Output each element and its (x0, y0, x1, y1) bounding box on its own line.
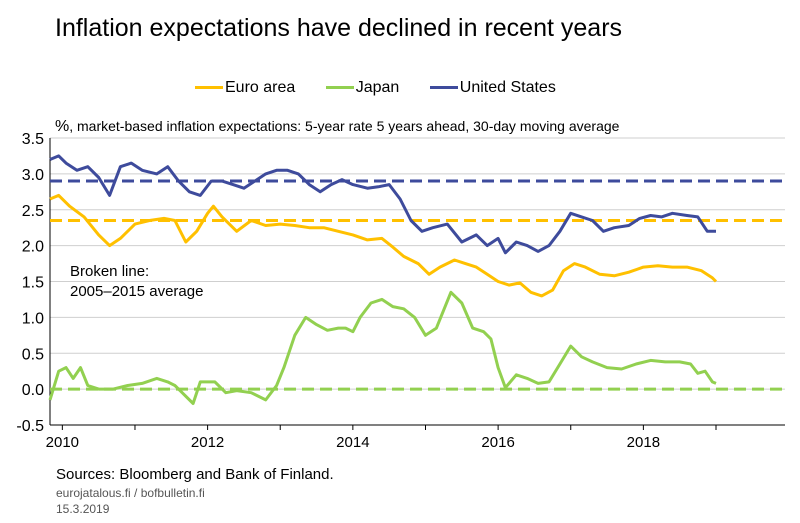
series-line-euro (49, 193, 718, 298)
x-tick-label-1: 2012 (191, 434, 224, 451)
y-tick-label-8: 3.5 (22, 131, 44, 148)
subtitle-text: , market-based inflation expectations: 5… (69, 118, 620, 134)
series-line-us (49, 154, 716, 255)
y-tick-label-0: -0.5 (16, 418, 44, 435)
legend-swatch-japan (325, 86, 354, 89)
legend-item-euro: Euro area (195, 79, 295, 97)
note-line-1: Broken line: (70, 263, 150, 280)
note-line-2: 2005–2015 average (70, 283, 204, 300)
x-tick-label-4: 2018 (627, 434, 660, 451)
legend-swatch-euro (195, 86, 223, 89)
x-tick-label-3: 2016 (481, 434, 514, 451)
y-tick-label-6: 2.5 (22, 203, 44, 220)
broken-line-note: Broken line: 2005–2015 average (70, 262, 203, 302)
legend: Euro area Japan United States (195, 76, 582, 97)
x-tick-label-2: 2014 (336, 434, 369, 451)
sources-text: Sources: Bloomberg and Bank of Finland. (56, 466, 334, 483)
y-tick-label-3: 1.0 (22, 310, 44, 327)
legend-label-euro: Euro area (225, 78, 296, 96)
y-tick-label-1: 0.0 (22, 382, 44, 399)
unit-label: % (55, 118, 70, 135)
y-tick-label-7: 3.0 (22, 167, 44, 184)
date-text: 15.3.2019 (56, 502, 110, 516)
y-tick-label-5: 2.0 (22, 239, 44, 256)
chart-title: Inflation expectations have declined in … (55, 14, 623, 42)
site-text: eurojatalous.fi / bofbulletin.fi (56, 486, 205, 500)
legend-label-japan: Japan (355, 78, 400, 96)
chart-subtitle: %, market-based inflation expectations: … (55, 118, 619, 136)
x-tick-label-0: 2010 (46, 434, 79, 451)
legend-swatch-us (429, 86, 458, 89)
y-tick-label-2: 0.5 (22, 346, 44, 363)
y-tick-label-4: 1.5 (22, 275, 44, 292)
legend-label-us: United States (459, 78, 556, 96)
legend-item-us: United States (429, 78, 556, 97)
series-line-japan (48, 290, 717, 405)
legend-item-japan: Japan (325, 78, 400, 97)
